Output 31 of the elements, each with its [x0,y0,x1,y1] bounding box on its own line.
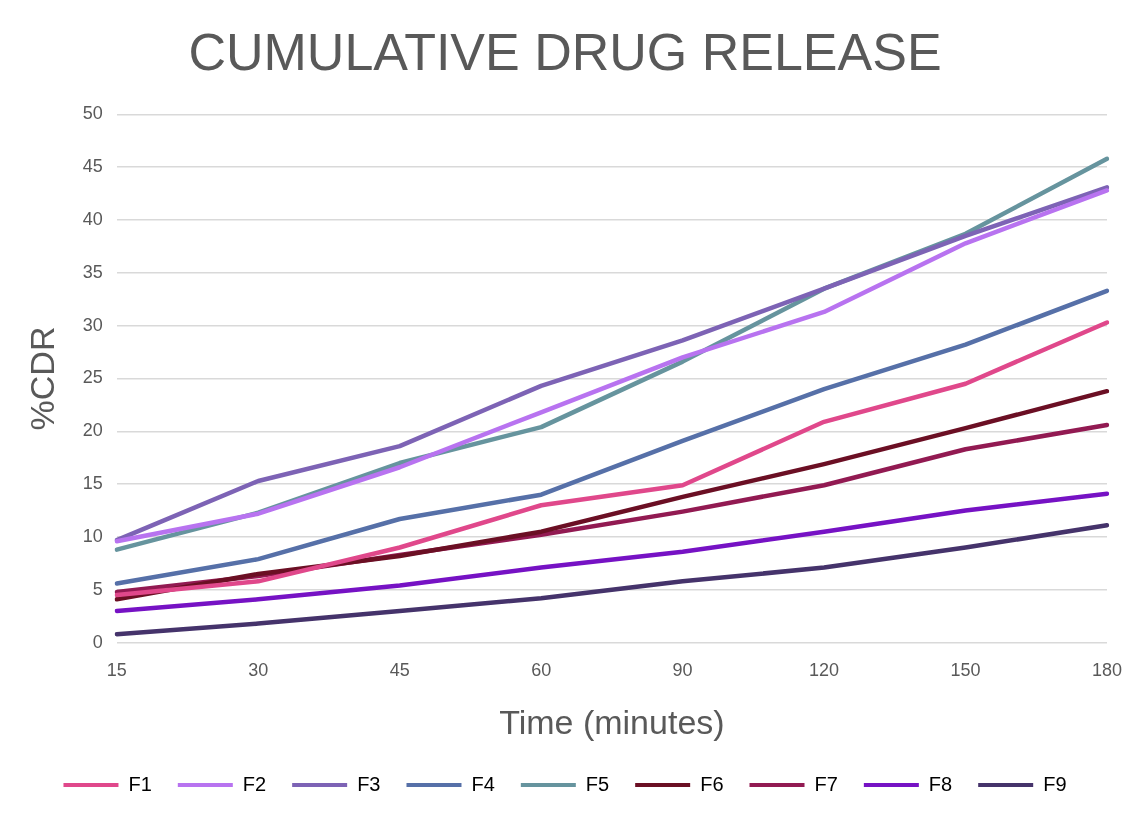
legend-label: F5 [585,772,610,795]
legend-label: F8 [928,772,953,795]
y-axis-title: %CDR [22,326,61,431]
x-tick-label: 60 [531,660,552,681]
y-tick-label: 15 [82,473,103,494]
y-tick-label: 45 [82,156,103,177]
legend-label: F2 [242,772,267,795]
x-tick-label: 30 [248,660,269,681]
legend-label: F3 [357,772,381,795]
x-tick-label: 90 [672,660,693,681]
y-tick-label: 35 [82,261,103,282]
legend-label: F7 [814,772,838,795]
chart-title: CUMULATIVE DRUG RELEASE [188,22,942,81]
legend-label: F6 [700,772,724,795]
x-tick-label: 150 [950,660,981,681]
legend-label: F1 [128,772,152,795]
x-tick-label: 45 [389,660,410,681]
x-tick-label: 180 [1091,660,1123,681]
x-tick-label: 15 [106,660,127,681]
legend-label: F4 [471,772,495,795]
y-tick-label: 40 [82,209,103,230]
y-tick-label: 50 [82,103,103,124]
x-axis-title: Time (minutes) [499,702,725,741]
legend-label: F9 [1043,772,1067,795]
x-tick-label: 120 [809,660,840,681]
y-tick-label: 5 [92,578,103,599]
y-tick-label: 20 [82,420,103,441]
y-tick-label: 25 [82,367,103,388]
y-tick-label: 10 [82,525,103,546]
y-tick-label: 0 [92,631,103,652]
y-tick-label: 30 [82,314,103,335]
